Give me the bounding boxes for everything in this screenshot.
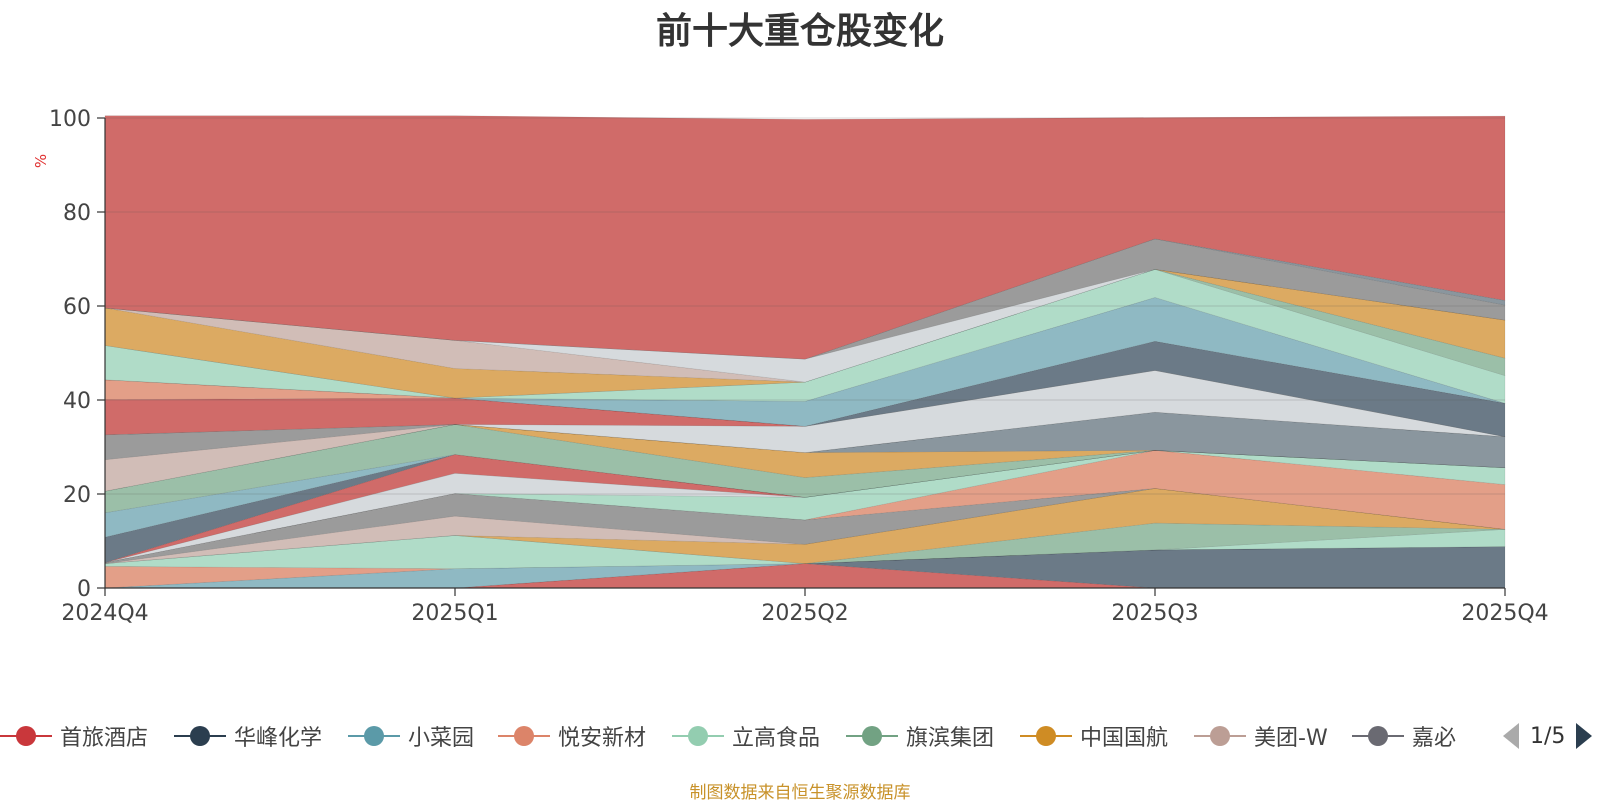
legend-label: 嘉必 [1412, 726, 1457, 751]
legend-label: 旗滨集团 [906, 726, 995, 751]
legend-item-qibin-group[interactable]: 旗滨集团 [846, 718, 994, 754]
legend-page-indicator: 1/5 [1530, 723, 1566, 749]
legend-item-huafeng-chemical[interactable]: 华峰化学 [174, 718, 322, 754]
legend-label: 小菜园 [408, 726, 475, 751]
legend-marker-icon [1194, 726, 1246, 746]
legend-marker-icon [672, 726, 724, 746]
legend-item-meituan[interactable]: 美团-W [1194, 718, 1328, 754]
legend-label: 立高食品 [732, 726, 821, 751]
legend-item-air-china[interactable]: 中国国航 [1020, 718, 1168, 754]
legend-label: 中国国航 [1080, 726, 1169, 751]
legend-next-button[interactable] [1573, 718, 1595, 754]
legend-marker-icon [498, 726, 550, 746]
legend-marker-icon [1020, 726, 1072, 746]
area-series-32 [104, 115, 1506, 360]
area-series-27 [104, 268, 1506, 399]
area-series-31 [104, 238, 1506, 360]
area-series-23 [104, 340, 1506, 438]
y-tick-label: 20 [63, 483, 91, 508]
legend-marker-icon [1352, 726, 1404, 746]
legend-label: 美团-W [1254, 726, 1328, 751]
area-series-30 [104, 238, 1506, 360]
legend-item-shouly-hotel[interactable]: 首旅酒店 [0, 718, 148, 754]
legend-marker-icon [0, 726, 52, 746]
y-tick-label: 100 [49, 107, 91, 132]
x-tick-label: 2024Q4 [61, 601, 148, 626]
legend-label: 首旅酒店 [60, 726, 149, 751]
legend-pager: 1/5 [1500, 718, 1595, 754]
legend-label: 华峰化学 [234, 726, 323, 751]
area-series-4 [104, 528, 1506, 570]
x-tick-label: 2025Q4 [1461, 601, 1548, 626]
stacked-area-chart: 0 20 40 60 80 100 2024Q4 2025Q1 2025Q2 2025Q3 2025… [49, 107, 1549, 626]
legend-item-ligao-foods[interactable]: 立高食品 [672, 718, 820, 754]
legend-marker-icon [174, 726, 226, 746]
triangle-right-icon [1576, 723, 1593, 749]
x-tick-label: 2025Q2 [761, 601, 848, 626]
y-tick-label: 60 [63, 295, 91, 320]
source-note: 制图数据来自恒生聚源数据库 [689, 783, 911, 803]
y-tick-label: 40 [63, 389, 91, 414]
y-tick-label: 80 [63, 201, 91, 226]
triangle-left-icon [1503, 723, 1519, 749]
chart-title: 前十大重仓股变化 [655, 11, 944, 52]
y-axis-label: % [32, 153, 51, 169]
legend-marker-icon [348, 726, 400, 746]
legend-item-xiaocaiyuan[interactable]: 小菜园 [348, 718, 474, 754]
legend-marker-icon [846, 726, 898, 746]
x-tick-label: 2025Q1 [411, 601, 498, 626]
legend-label: 悦安新材 [558, 726, 647, 751]
legend: 首旅酒店 华峰化学 小菜园 悦安新材 立高食品 旗滨集团 [0, 718, 1600, 754]
x-tick-label: 2025Q3 [1111, 601, 1198, 626]
y-tick-label: 0 [77, 577, 91, 602]
legend-prev-button[interactable] [1500, 718, 1522, 754]
legend-item-yuean-materials[interactable]: 悦安新材 [498, 718, 646, 754]
area-series-25 [104, 268, 1506, 404]
legend-item-jiabi[interactable]: 嘉必 [1352, 718, 1456, 754]
